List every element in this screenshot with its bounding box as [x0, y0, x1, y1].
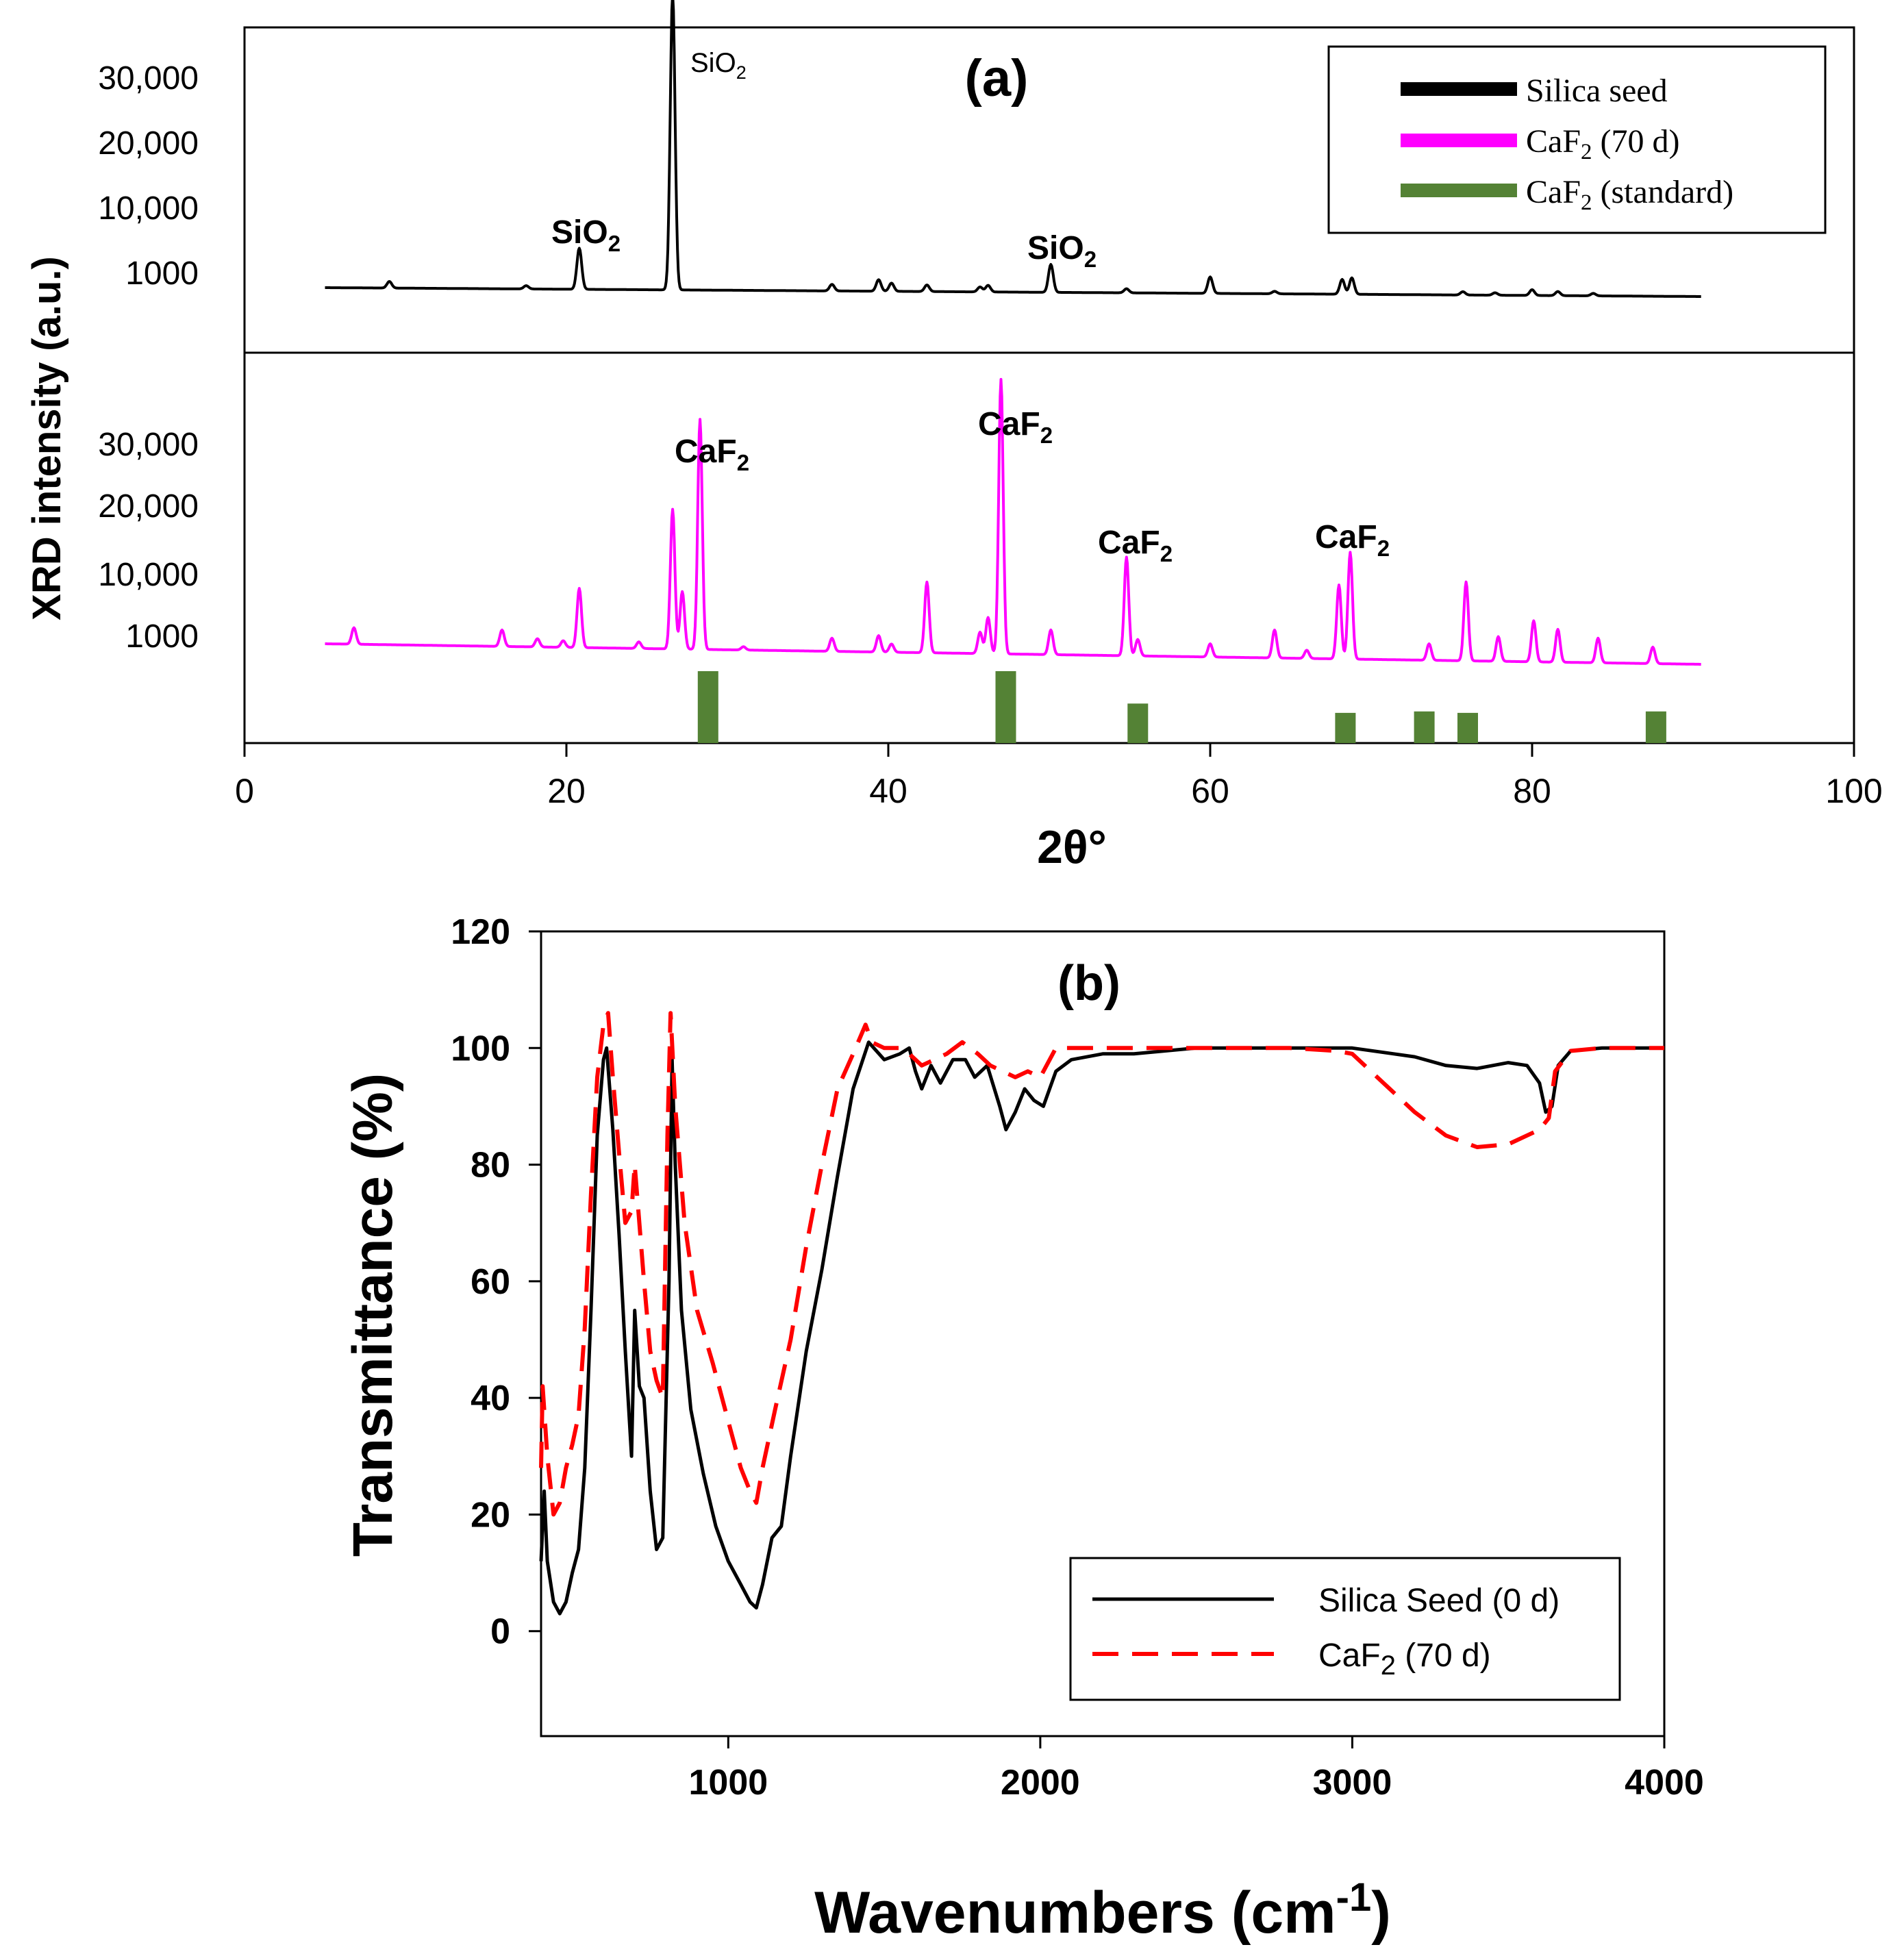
svg-text:CaF2: CaF2 [1098, 525, 1173, 566]
panel-b-legend: Silica Seed (0 d) CaF2 (70 d) [1069, 1557, 1621, 1701]
panel-b-legend-box [1069, 1557, 1621, 1701]
series-silica-seed-line [324, 0, 1702, 298]
panel-b-xticks: 1000 2000 3000 4000 [688, 1736, 1704, 1803]
peak-label: SiO2 [1027, 230, 1097, 272]
panel-a-title: (a) [965, 49, 1029, 108]
panel-a-xlabel: 2θ° [1037, 821, 1107, 873]
panel-a-ytick-bottom: 20,000 [98, 488, 199, 525]
standard-peak-bar [1645, 711, 1666, 743]
legend-label-caf2-standard: CaF2 (standard) [1526, 174, 1733, 215]
series-caf2-70d-line [324, 377, 1702, 666]
panel-b-yticks: 0 20 40 60 80 100 120 [451, 912, 541, 1652]
panel-a-xtick-label: 60 [1191, 772, 1229, 810]
panel-a-ytick-top: 1000 [125, 255, 199, 292]
panel-a-xtick-label: 20 [547, 772, 586, 810]
series-caf2-standard-bars [697, 671, 1666, 744]
legend-label-silica-seed: Silica seed [1526, 73, 1668, 109]
panel-a-ytick-bottom: 10,000 [98, 557, 199, 593]
panel-a-ylabel: XRD intensity (a.u.) [25, 256, 69, 620]
standard-peak-bar [1127, 703, 1149, 744]
legend-label-caf2-70d-dashed: CaF2 (70 d) [1318, 1637, 1491, 1681]
panel-b-xtick-label: 2000 [1001, 1763, 1080, 1803]
panel-b-ylabel: Transmittance (%) [342, 1073, 404, 1557]
series-caf2-70d-dashed-line [539, 1011, 1664, 1517]
panel-b-xtick-label: 4000 [1625, 1763, 1704, 1803]
panel-b-ytick-label: 100 [451, 1029, 510, 1068]
panel-b-xtick-label: 3000 [1313, 1763, 1392, 1803]
legend-label-silica-seed-0d: Silica Seed (0 d) [1318, 1583, 1559, 1619]
peak-label: CaF2 [675, 434, 749, 475]
panel-a-legend: Silica seed CaF2 (70 d) CaF2 (standard) [1327, 45, 1827, 234]
panel-a-ytick-bottom: 30,000 [98, 427, 199, 463]
panel-a-ytick-top: 20,000 [98, 125, 199, 162]
panel-a-ytick-top: 30,000 [98, 60, 199, 97]
panel-b-ytick-label: 120 [451, 912, 510, 952]
panel-a-xtick-label: 40 [869, 772, 907, 810]
peak-label: CaF2 [978, 406, 1053, 448]
peak-label: SiO2 [551, 214, 621, 256]
panel-a: (a) 30,000 20,000 10,000 1000 30,000 20,… [25, 0, 1883, 873]
panel-a-frame [243, 26, 1855, 744]
standard-peak-bar [995, 671, 1016, 743]
panel-b-ytick-label: 0 [490, 1612, 510, 1652]
panel-b-ytick-label: 60 [471, 1262, 510, 1302]
panel-a-ytick-bottom: 1000 [125, 618, 199, 655]
panel-b-frame [540, 930, 1666, 1737]
panel-b-ytick-label: 20 [471, 1495, 510, 1535]
svg-text:SiO2: SiO2 [551, 214, 621, 256]
panel-b-ytick-label: 80 [471, 1146, 510, 1185]
svg-text:CaF2: CaF2 [978, 406, 1053, 448]
peak-label: CaF2 [1098, 525, 1173, 566]
peak-label: CaF2 [1315, 519, 1390, 561]
panel-b-ytick-label: 40 [471, 1379, 510, 1418]
panel-a-xticks: 0 20 40 60 80 100 [235, 743, 1883, 810]
svg-text:CaF2: CaF2 [675, 434, 749, 475]
legend-label-caf2-70d: CaF2 (70 d) [1526, 123, 1679, 164]
panel-a-xtick-label: 0 [235, 772, 254, 810]
panel-b-title: (b) [1057, 956, 1120, 1011]
panel-a-xtick-label: 100 [1825, 772, 1882, 810]
standard-peak-bar [1457, 712, 1478, 743]
panel-b-xtick-label: 1000 [688, 1763, 768, 1803]
standard-peak-bar [1414, 711, 1435, 743]
series-silica-seed-0d-line [539, 1040, 1664, 1616]
svg-text:SiO2: SiO2 [690, 48, 747, 83]
panel-a-xtick-label: 80 [1513, 772, 1551, 810]
peak-label: SiO2 [690, 48, 747, 83]
panel-b: (b) 0 20 40 60 80 100 120 1000 2000 3000 4000 Tra… [342, 912, 1704, 1946]
panel-b-xlabel: Wavenumbers (cm-1) [814, 1875, 1391, 1946]
panel-a-ytick-top: 10,000 [98, 190, 199, 227]
standard-peak-bar [697, 671, 718, 743]
svg-text:SiO2: SiO2 [1027, 230, 1097, 272]
svg-text:CaF2: CaF2 [1315, 519, 1390, 561]
standard-peak-bar [1335, 712, 1356, 743]
